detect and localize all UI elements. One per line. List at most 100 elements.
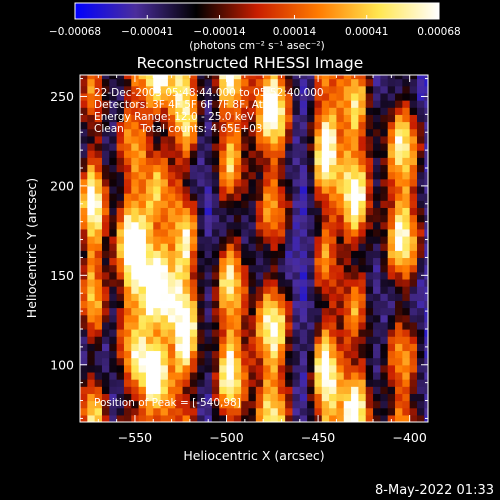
heatmap-cell [314,357,323,366]
heatmap-cell [101,207,110,216]
heatmap-cell [270,350,279,359]
heatmap-cell [409,300,418,309]
heatmap-cell [417,414,425,422]
heatmap-cell [358,235,367,244]
heatmap-cell [321,314,330,323]
heatmap-cell [175,364,184,373]
heatmap-cell [197,185,206,194]
heatmap-cell [87,121,96,130]
heatmap-cell [101,92,110,101]
heatmap-cell [395,78,403,87]
heatmap-cell [211,321,220,330]
heatmap-cell [226,271,235,280]
heatmap-cell [299,257,308,266]
heatmap-cell [204,400,213,409]
heatmap-cell [255,214,264,223]
heatmap-cell [336,228,345,237]
heatmap-cell [197,379,206,387]
heatmap-cell [336,85,345,94]
heatmap-cell [182,200,191,208]
heatmap-cell [153,400,162,409]
heatmap-cell [285,407,294,416]
heatmap-cell [365,336,374,344]
heatmap-cell [329,164,338,173]
heatmap-cell [175,107,184,115]
heatmap-cell [175,164,184,173]
heatmap-cell [285,75,294,80]
heatmap-cell [307,235,316,244]
heatmap-cell [285,350,294,359]
heatmap-cell [109,243,118,251]
heatmap-cell [233,379,242,387]
heatmap-cell [307,371,316,380]
heatmap-cell [299,142,308,151]
heatmap-cell [321,78,330,87]
heatmap-cell [285,193,294,201]
heatmap-cell [116,193,125,201]
heatmap-cell [116,164,125,173]
heatmap-cell [101,157,110,166]
heatmap-cell [314,200,323,208]
heatmap-cell [123,343,132,352]
heatmap-cell [417,307,425,316]
heatmap-cell [153,357,162,366]
heatmap-cell [109,107,118,115]
timestamp: 8-May-2022 01:33 [375,483,494,498]
heatmap-cell [182,286,191,294]
heatmap-cell [395,221,403,230]
heatmap-cell [189,135,198,144]
heatmap-cell [307,207,316,216]
heatmap-cell [329,386,338,394]
heatmap-cell [285,286,294,294]
heatmap-cell [380,278,389,287]
heatmap-cell [175,371,184,380]
heatmap-cell [285,271,294,280]
heatmap-cell [123,193,132,201]
heatmap-cell [87,92,96,101]
heatmap-cell [409,214,418,223]
heatmap-cell [145,221,154,230]
heatmap-cell [321,307,330,316]
heatmap-cell [87,307,96,316]
heatmap-cell [80,128,88,137]
heatmap-cell [123,357,132,366]
heatmap-cell [395,157,403,166]
heatmap-cell [299,271,308,280]
heatmap-cell [116,178,125,187]
heatmap-cell [197,243,206,251]
heatmap-cell [277,336,286,344]
heatmap-cell [175,193,184,201]
heatmap-cell [380,235,389,244]
heatmap-cell [270,257,279,266]
heatmap-cell [211,257,220,266]
heatmap-cell [343,293,352,301]
heatmap-cell [80,228,88,237]
heatmap-cell [204,78,213,87]
heatmap-cell [387,85,396,94]
heatmap-cell [145,207,154,216]
heatmap-cell [365,300,374,309]
heatmap-cell [314,393,323,402]
heatmap-cell [248,135,257,144]
heatmap-cell [116,235,125,244]
heatmap-cell [358,343,367,352]
heatmap-cell [145,171,154,180]
heatmap-cell [248,379,257,387]
heatmap-cell [211,300,220,309]
heatmap-cell [314,286,323,294]
heatmap-cell [373,257,381,266]
heatmap-cell [329,171,338,180]
heatmap-cell [211,386,220,394]
heatmap-cell [380,128,389,137]
heatmap-cell [109,78,118,87]
heatmap-cell [321,193,330,201]
heatmap-cell [197,336,206,344]
heatmap-cell [211,336,220,344]
heatmap-cell [87,371,96,380]
heatmap-cell [116,350,125,359]
heatmap-cell [307,164,316,173]
heatmap-cell [292,185,301,194]
heatmap-cell [373,264,381,273]
heatmap-cell [263,75,272,80]
heatmap-cell [424,157,428,166]
